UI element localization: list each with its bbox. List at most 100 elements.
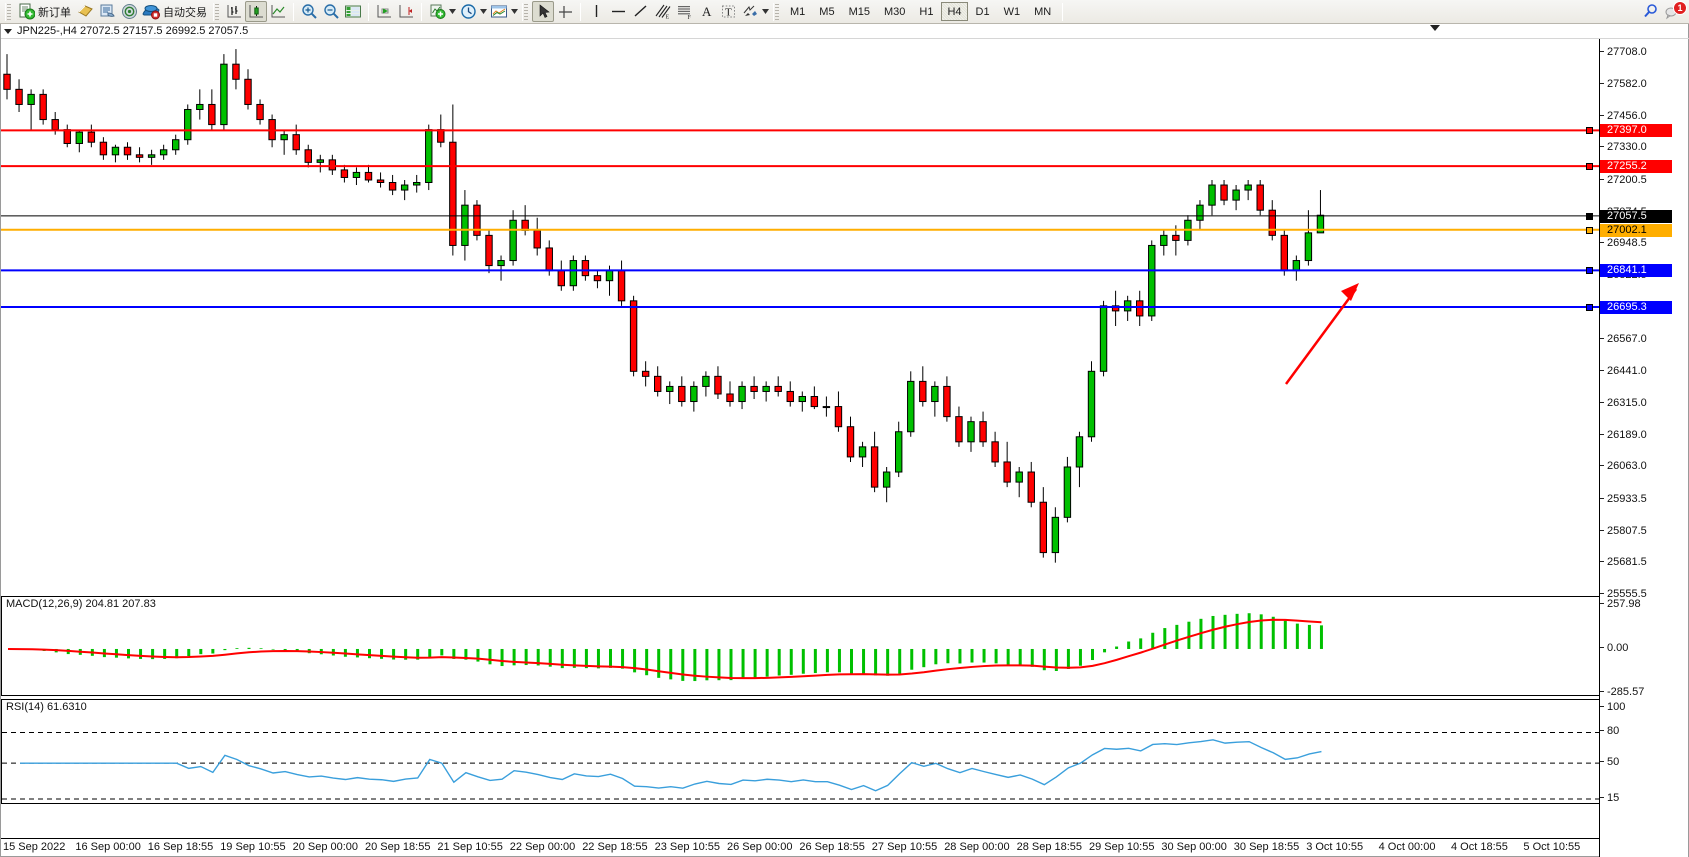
time-label: 30 Sep 00:00 (1161, 841, 1227, 853)
timeframe-m1[interactable]: M1 (790, 5, 806, 18)
timeframe-m5[interactable]: M5 (819, 5, 835, 18)
data-window-icon[interactable] (96, 1, 118, 22)
trendline-icon[interactable] (629, 1, 651, 22)
price-level-badge-resistance[interactable]: 27397.0 (1586, 124, 1672, 138)
text-box-icon[interactable]: T (717, 1, 739, 22)
notifications-icon[interactable]: 1 (1661, 1, 1687, 22)
trend-arrow-annotation[interactable] (1284, 283, 1359, 385)
macd-tick: 257.98 (1600, 598, 1689, 610)
toolbar-grip-4[interactable] (773, 2, 780, 21)
line-chart-icon[interactable] (267, 1, 289, 22)
templates-icon[interactable] (488, 1, 510, 22)
toolbar-grip-3[interactable] (522, 2, 529, 21)
price-tick: 26441.0 (1600, 365, 1689, 377)
time-label: 26 Sep 18:55 (799, 841, 865, 853)
chevron-down-icon-4[interactable] (761, 1, 770, 22)
timeframe-m15[interactable]: M15 (848, 5, 870, 18)
price-tick: 27330.0 (1600, 141, 1689, 153)
chevron-down-icon-2[interactable] (479, 1, 488, 22)
chart-expand-icon[interactable] (1430, 25, 1440, 31)
svg-text:T: T (725, 7, 732, 19)
price-level-badge-pivot[interactable]: 27002.1 (1586, 223, 1672, 237)
zoom-out-icon[interactable] (320, 1, 342, 22)
vertical-line-icon[interactable] (585, 1, 607, 22)
level-handle[interactable] (1586, 226, 1593, 234)
price-tick: 25555.5 (1600, 588, 1689, 600)
macd-pane[interactable]: MACD(12,26,9) 204.81 207.83 (1, 596, 1601, 696)
equidistant-channel-icon[interactable]: E (651, 1, 673, 22)
svg-text:F: F (687, 15, 691, 20)
price-level-badge-support[interactable]: 26695.3 (1586, 301, 1672, 315)
signals-icon[interactable] (118, 1, 140, 22)
toolbar-grip-2[interactable] (213, 2, 220, 21)
timeframe-mn[interactable]: MN (1034, 5, 1052, 18)
time-label: 3 Oct 10:55 (1306, 841, 1364, 853)
toolbar-separator-4 (580, 2, 581, 21)
notification-badge: 1 (1673, 1, 1687, 15)
price-scale[interactable]: 27708.027582.027456.027330.027200.527074… (1586, 39, 1689, 857)
price-tick: 27200.5 (1600, 174, 1689, 186)
new-order-icon[interactable] (15, 1, 37, 22)
macd-label: MACD(12,26,9) 204.81 207.83 (6, 598, 156, 610)
timeframe-w1[interactable]: W1 (1003, 5, 1021, 18)
time-label: 23 Sep 10:55 (654, 841, 721, 853)
time-label: 28 Sep 18:55 (1016, 841, 1083, 853)
chevron-down-icon-3[interactable] (510, 1, 519, 22)
horizontal-line-icon[interactable] (607, 1, 629, 22)
level-handle[interactable] (1586, 267, 1593, 275)
price-tick: 26315.0 (1600, 397, 1689, 409)
price-pane[interactable] (1, 39, 1601, 594)
toolbar-separator-2 (368, 2, 369, 21)
toolbar-separator-3 (421, 2, 422, 21)
price-tick: 26189.0 (1600, 429, 1689, 441)
search-icon[interactable] (1639, 1, 1661, 22)
chart-window: JPN225-,H4 27072.5 27157.5 26992.5 27057… (0, 24, 1689, 857)
timeframe-h4[interactable]: H4 (941, 2, 968, 21)
auto-scroll-icon[interactable] (373, 1, 395, 22)
chart-shift-icon[interactable] (395, 1, 417, 22)
level-handle[interactable] (1586, 127, 1593, 135)
price-tick: 26567.0 (1600, 333, 1689, 345)
level-handle[interactable] (1586, 304, 1593, 312)
rsi-chart-canvas[interactable] (2, 700, 1600, 803)
crosshair-icon[interactable] (554, 1, 576, 22)
fibonacci-icon[interactable]: F (673, 1, 695, 22)
price-tick: 27456.0 (1600, 110, 1689, 122)
price-level-badge-resistance[interactable]: 27255.2 (1586, 160, 1672, 174)
chevron-down-icon[interactable] (448, 1, 457, 22)
price-level-badge-support[interactable]: 26841.1 (1586, 264, 1672, 278)
macd-tick: -285.57 (1600, 686, 1689, 698)
autotrading-label[interactable]: 自动交易 (163, 6, 207, 19)
time-label: 29 Sep 10:55 (1089, 841, 1155, 853)
time-label: 4 Oct 18:55 (1451, 841, 1508, 853)
time-label: 20 Sep 18:55 (365, 841, 431, 853)
price-chart-canvas[interactable] (1, 39, 1601, 594)
add-indicator-icon[interactable] (426, 1, 448, 22)
bar-chart-icon[interactable] (223, 1, 245, 22)
time-label: 22 Sep 18:55 (582, 841, 648, 853)
expert-advisor-icon[interactable] (74, 1, 96, 22)
price-tick: 26063.0 (1600, 460, 1689, 472)
period-clock-icon[interactable] (457, 1, 479, 22)
timeframe-d1[interactable]: D1 (975, 5, 990, 18)
zoom-in-icon[interactable] (298, 1, 320, 22)
timeframe-h1[interactable]: H1 (919, 5, 934, 18)
text-label-icon[interactable]: A (695, 1, 717, 22)
toolbar-grip[interactable] (5, 2, 12, 21)
level-handle[interactable] (1586, 163, 1593, 171)
level-handle[interactable] (1586, 212, 1593, 220)
candlestick-chart-icon[interactable] (245, 1, 267, 22)
toolbar-separator (293, 2, 294, 21)
price-level-badge-last-price[interactable]: 27057.5 (1586, 209, 1672, 223)
autotrading-icon[interactable] (140, 1, 162, 22)
chart-titlebar: JPN225-,H4 27072.5 27157.5 26992.5 27057… (1, 24, 1689, 39)
chart-menu-icon[interactable] (4, 28, 12, 34)
arrows-objects-icon[interactable] (739, 1, 761, 22)
cursor-arrow-icon[interactable] (532, 1, 554, 22)
new-order-label[interactable]: 新订单 (38, 6, 71, 19)
time-axis[interactable]: 15 Sep 2022 16 Sep 00:00 16 Sep 18:55 19 Se… (1, 838, 1601, 856)
chart-shift-grid-icon[interactable] (342, 1, 364, 22)
rsi-pane[interactable]: RSI(14) 61.6310 (1, 699, 1601, 804)
macd-chart-canvas[interactable] (2, 597, 1600, 695)
timeframe-m30[interactable]: M30 (883, 5, 906, 18)
